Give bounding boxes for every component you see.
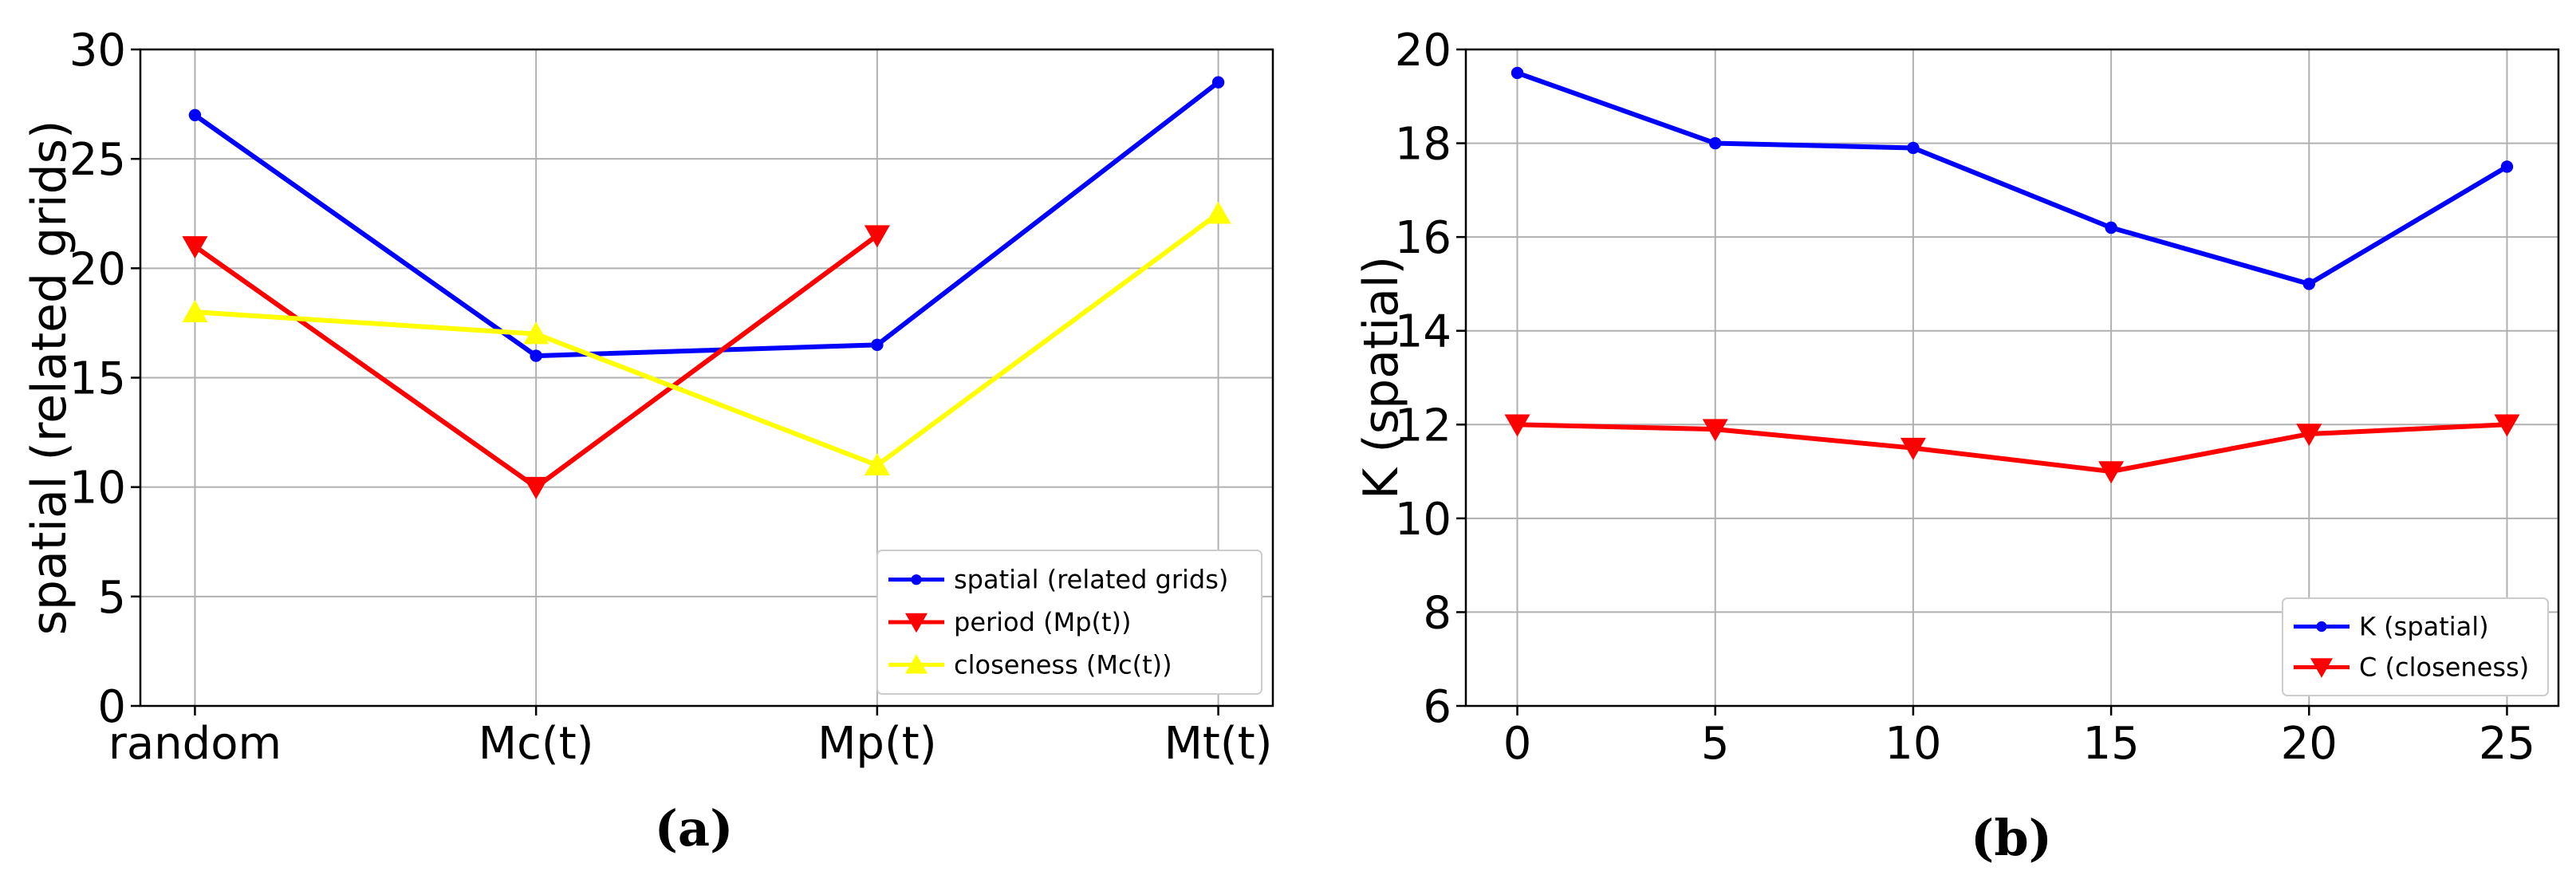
legend-box xyxy=(876,550,1262,695)
series-1 xyxy=(1504,414,2520,484)
legend-marker xyxy=(905,613,928,633)
data-point xyxy=(1504,414,1530,437)
panel-b-legend: K (spatial) C (closeness) xyxy=(2282,597,2549,696)
series-line xyxy=(195,211,1220,468)
series-0 xyxy=(1511,66,2514,290)
legend-item: period (Mp(t)) xyxy=(888,607,1132,637)
y-tick-label: 16 xyxy=(1395,212,1451,264)
y-tick-label: 8 xyxy=(1423,587,1451,639)
y-tick-label: 0 xyxy=(97,681,126,733)
legend-label: K (spatial) xyxy=(2359,612,2489,642)
x-tick-label: 20 xyxy=(2281,718,2338,770)
legend-label: period (Mp(t)) xyxy=(954,607,1132,637)
legend-marker xyxy=(2316,621,2327,633)
legend-marker xyxy=(2310,658,2333,678)
series-1 xyxy=(182,225,890,499)
data-point xyxy=(182,300,208,322)
y-tick-label: 20 xyxy=(69,243,126,295)
data-point xyxy=(1205,201,1231,224)
data-point xyxy=(182,236,208,259)
y-tick-label: 25 xyxy=(69,134,126,186)
x-tick-label: Mt(t) xyxy=(1164,718,1273,770)
panel-b-series xyxy=(1504,66,2520,484)
y-tick-label: 5 xyxy=(97,572,126,624)
x-tick-label: Mp(t) xyxy=(817,718,937,770)
data-point xyxy=(523,321,549,345)
data-point xyxy=(1211,76,1225,89)
data-point xyxy=(2296,424,2322,447)
data-point xyxy=(523,476,549,499)
y-tick-label: 18 xyxy=(1395,119,1451,171)
y-tick-label: 14 xyxy=(1395,306,1451,358)
data-point xyxy=(2302,278,2315,290)
x-tick-label: 25 xyxy=(2479,718,2535,770)
series-line xyxy=(1517,422,2507,475)
y-tick-label: 15 xyxy=(69,353,126,405)
panel-b-caption: (b) xyxy=(1971,809,2052,867)
legend-marker xyxy=(911,574,922,585)
legend-item: spatial (related grids) xyxy=(888,565,1228,595)
y-tick-label: 30 xyxy=(69,25,126,77)
data-point xyxy=(1900,437,1926,460)
data-point xyxy=(1709,136,1722,150)
data-point xyxy=(864,225,890,248)
data-point xyxy=(871,338,884,352)
data-point xyxy=(2098,461,2125,484)
legend-label: closeness (Mc(t)) xyxy=(954,649,1172,680)
y-tick-label: 10 xyxy=(69,463,126,514)
panel-a-y-axis-label: spatial (related grids) xyxy=(22,120,77,636)
series-2 xyxy=(182,201,1231,476)
x-tick-label: Mc(t) xyxy=(479,718,594,770)
data-point xyxy=(1511,66,1524,80)
panel-a-legend: spatial (related grids) period (Mp(t)) clo… xyxy=(876,550,1262,695)
y-tick-label: 12 xyxy=(1395,400,1451,451)
data-point xyxy=(864,453,890,476)
data-point xyxy=(2105,221,2117,235)
panel-a: 0 5 10 15 20 25 30 random Mc(t) Mp(t) Mt(t) spatia… xyxy=(22,25,1274,857)
panel-b-y-axis-label: K (spatial) xyxy=(1353,256,1409,499)
data-point xyxy=(1907,141,1920,155)
legend-item: closeness (Mc(t)) xyxy=(888,649,1172,680)
y-tick-label: 10 xyxy=(1395,494,1451,546)
legend-item: K (spatial) xyxy=(2294,612,2489,642)
y-tick-label: 20 xyxy=(1395,25,1451,77)
legend-marker xyxy=(905,654,928,674)
y-tick-label: 6 xyxy=(1423,681,1451,733)
series-line xyxy=(1516,70,2508,286)
legend-box xyxy=(2282,597,2549,696)
x-tick-label: 5 xyxy=(1701,718,1730,770)
data-point xyxy=(1702,419,1728,442)
panel-a-ticks: 0 5 10 15 20 25 30 random Mc(t) Mp(t) Mt(t) xyxy=(69,25,1273,770)
panel-b: 6 8 10 12 14 16 18 20 0 5 10 15 20 25 K (spatial) K (… xyxy=(1353,25,2560,867)
legend-label: spatial (related grids) xyxy=(954,565,1228,595)
legend-item: C (closeness) xyxy=(2294,652,2529,683)
x-tick-label: 10 xyxy=(1885,718,1941,770)
x-tick-label: 0 xyxy=(1503,718,1532,770)
x-tick-label: random xyxy=(108,718,282,770)
data-point xyxy=(2500,160,2514,173)
series-0 xyxy=(188,76,1225,362)
legend-label: C (closeness) xyxy=(2359,652,2529,683)
panel-b-frame xyxy=(1464,48,2560,708)
data-point xyxy=(188,108,202,121)
series-line xyxy=(193,80,1220,359)
data-point xyxy=(530,349,542,362)
panel-a-caption: (a) xyxy=(655,799,734,857)
x-tick-label: 15 xyxy=(2082,718,2139,770)
data-point xyxy=(2494,414,2520,437)
panel-a-series xyxy=(182,76,1231,499)
panel-b-ticks: 6 8 10 12 14 16 18 20 0 5 10 15 20 25 xyxy=(1395,25,2535,770)
